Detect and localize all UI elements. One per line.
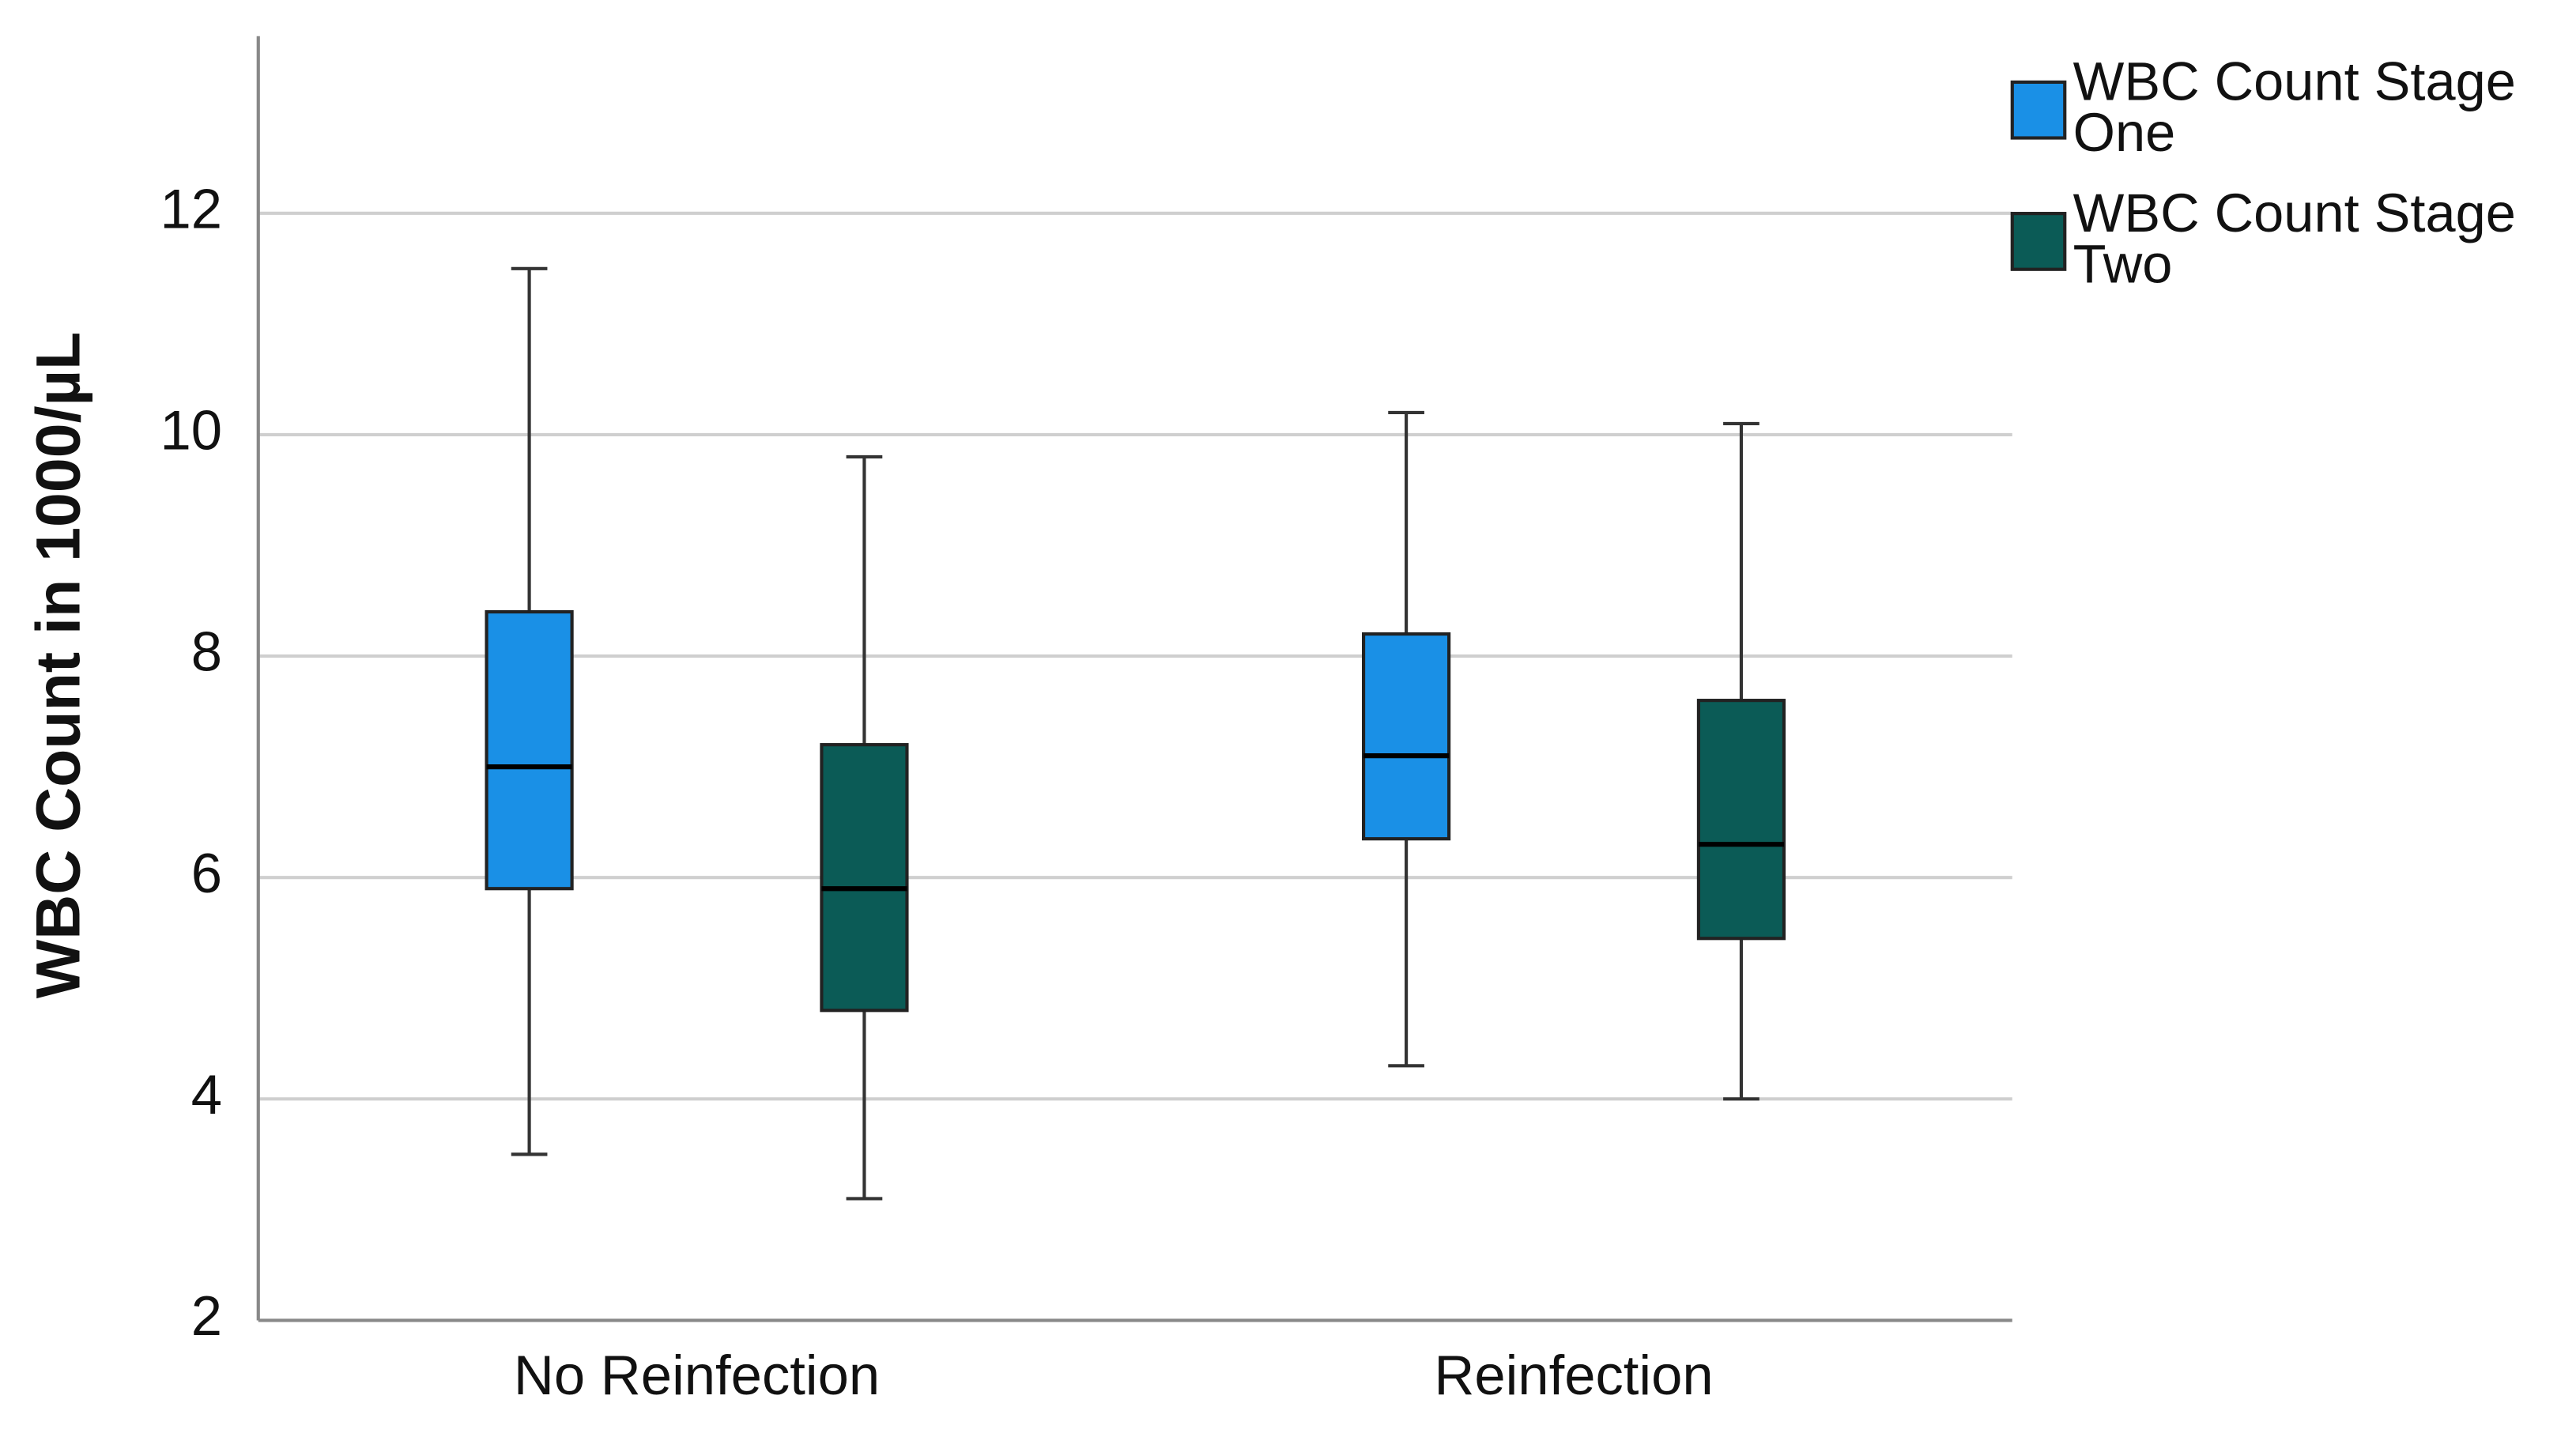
y-tick-label: 2 [191,1284,222,1347]
legend-label: WBC Count Stage Two [2072,187,2516,295]
x-tick-label: No Reinfection [514,1344,880,1406]
legend-label: WBC Count Stage One [2072,55,2516,164]
box [1361,632,1451,841]
box [1696,699,1786,941]
legend-entry: WBC Count Stage Two [2072,187,2516,295]
x-tick-label: Reinfection [1434,1344,1713,1406]
legend-swatch [2010,212,2067,271]
y-tick-label: 6 [191,842,222,904]
y-tick-label: 10 [160,399,223,462]
y-tick-label: 12 [160,177,223,240]
y-axis-label: WBC Count in 1000/µL [23,332,92,999]
y-tick-label: 8 [191,620,222,683]
legend-entry: WBC Count Stage One [2072,55,2516,164]
legend-swatch [2010,80,2067,140]
box [820,743,909,1013]
box [485,609,574,891]
y-tick-label: 4 [191,1063,222,1126]
